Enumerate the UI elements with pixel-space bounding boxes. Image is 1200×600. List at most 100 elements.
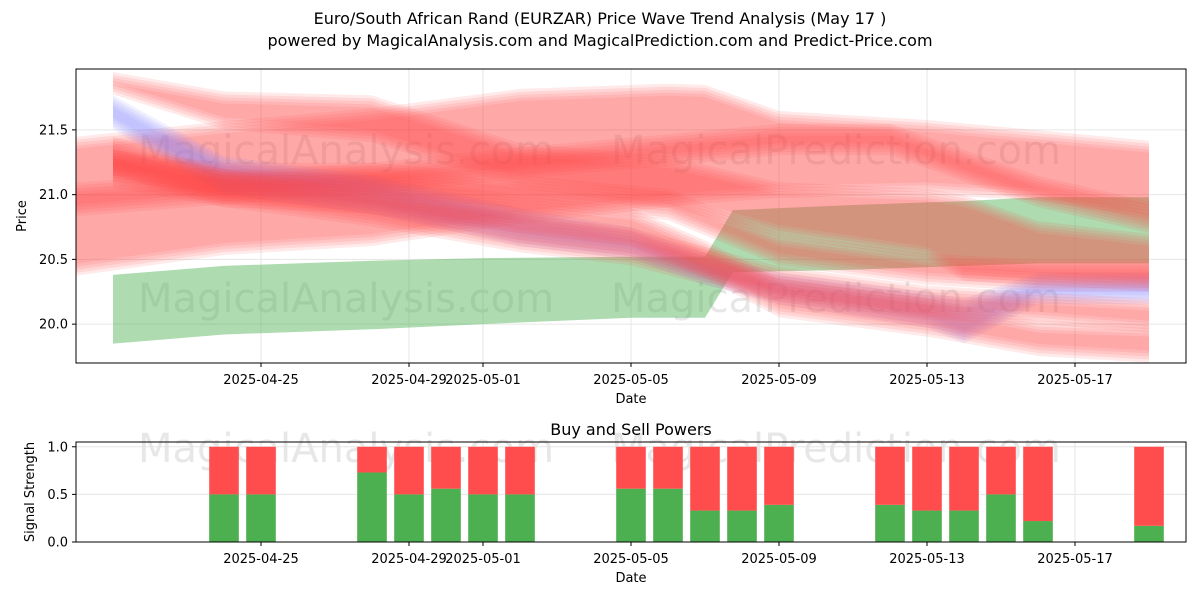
x-tick-label: 2025-04-29 bbox=[371, 373, 447, 388]
sell-bar bbox=[246, 446, 276, 495]
green-wave-band bbox=[113, 197, 1149, 344]
red-wave-band bbox=[113, 145, 1149, 330]
price-x-axis-label: Date bbox=[615, 392, 646, 407]
red-wave-band bbox=[113, 148, 1149, 333]
watermark-text: MagicalAnalysis.com bbox=[138, 276, 554, 322]
y-tick-label: 1.0 bbox=[47, 440, 68, 455]
price-grid bbox=[76, 69, 1186, 363]
red-wave-band bbox=[113, 152, 1149, 283]
x-tick-label: 2025-05-05 bbox=[593, 373, 669, 388]
red-wave-band bbox=[113, 81, 1149, 289]
chart-title: Euro/South African Rand (EURZAR) Price W… bbox=[313, 9, 887, 28]
buy-bar bbox=[875, 504, 905, 542]
red-wave-band bbox=[113, 158, 1149, 360]
watermark-text: MagicalPrediction.com bbox=[611, 128, 1061, 174]
x-tick-label: 2025-05-17 bbox=[1037, 552, 1113, 567]
buy-bar bbox=[653, 488, 683, 542]
watermark-text: MagicalPrediction.com bbox=[611, 276, 1061, 322]
red-wave-band bbox=[113, 72, 1149, 280]
buy-bar bbox=[690, 510, 720, 542]
sell-bar bbox=[1023, 446, 1053, 522]
signal-bars bbox=[209, 446, 1164, 542]
y-tick-label: 0.0 bbox=[47, 536, 68, 551]
sell-bar bbox=[394, 446, 424, 495]
x-tick-label: 2025-05-09 bbox=[741, 373, 817, 388]
red-wave-band bbox=[113, 161, 1149, 363]
buy-bar bbox=[949, 510, 979, 542]
signal-y-axis-label: Signal Strength bbox=[23, 442, 38, 542]
red-wave-band bbox=[76, 95, 1149, 276]
sell-bar bbox=[653, 446, 683, 489]
buy-bar bbox=[431, 488, 461, 542]
buy-bar bbox=[505, 494, 535, 542]
red-wave-band bbox=[113, 75, 1149, 283]
y-tick-label: 20.5 bbox=[39, 253, 68, 268]
x-tick-label: 2025-05-09 bbox=[741, 552, 817, 567]
buy-bar bbox=[616, 488, 646, 542]
buy-bar bbox=[986, 494, 1016, 542]
buy-bar bbox=[246, 494, 276, 542]
red-wave-band bbox=[113, 158, 1149, 289]
buy-bar bbox=[468, 494, 498, 542]
sell-bar bbox=[616, 446, 646, 489]
y-tick-label: 0.5 bbox=[47, 488, 68, 503]
watermark-text: MagicalPrediction.com bbox=[611, 426, 1061, 472]
red-wave-band bbox=[113, 155, 1149, 357]
red-wave-band bbox=[76, 123, 1149, 221]
buy-bar bbox=[764, 504, 794, 542]
buy-bar bbox=[394, 494, 424, 542]
red-wave-band bbox=[113, 136, 1149, 321]
red-wave-band bbox=[113, 139, 1149, 324]
red-wave-band bbox=[76, 92, 1149, 273]
red-wave-band bbox=[76, 89, 1149, 270]
sell-bar bbox=[209, 446, 239, 495]
signal-chart-title: Buy and Sell Powers bbox=[550, 420, 712, 439]
y-tick-label: 20.0 bbox=[39, 318, 68, 333]
red-wave-band bbox=[76, 129, 1149, 227]
red-wave-band bbox=[113, 149, 1149, 280]
x-tick-label: 2025-05-17 bbox=[1037, 373, 1113, 388]
red-wave-band bbox=[76, 83, 1149, 264]
sell-bar bbox=[357, 446, 387, 473]
red-wave-band bbox=[113, 78, 1149, 286]
red-wave-band bbox=[113, 142, 1149, 327]
red-wave-band bbox=[76, 86, 1149, 267]
x-tick-label: 2025-05-05 bbox=[593, 552, 669, 567]
sell-bar bbox=[764, 446, 794, 505]
buy-bar bbox=[727, 510, 757, 542]
buy-bar bbox=[912, 510, 942, 542]
red-wave-band bbox=[76, 132, 1149, 230]
sell-bar bbox=[949, 446, 979, 511]
x-tick-label: 2025-05-01 bbox=[445, 373, 521, 388]
watermark-text: MagicalAnalysis.com bbox=[138, 128, 554, 174]
buy-bar bbox=[1023, 521, 1053, 542]
y-tick-label: 21.5 bbox=[39, 123, 68, 138]
sell-bar bbox=[1134, 446, 1164, 526]
sell-bar bbox=[875, 446, 905, 505]
signal-x-axis-label: Date bbox=[615, 571, 646, 586]
red-wave-band bbox=[113, 84, 1149, 292]
x-tick-label: 2025-04-25 bbox=[223, 373, 299, 388]
sell-bar bbox=[727, 446, 757, 511]
x-tick-label: 2025-04-25 bbox=[223, 552, 299, 567]
price-y-axis-label: Price bbox=[15, 200, 30, 232]
buy-bar bbox=[209, 494, 239, 542]
sell-bar bbox=[690, 446, 720, 511]
x-tick-label: 2025-05-01 bbox=[445, 552, 521, 567]
sell-bar bbox=[912, 446, 942, 511]
red-wave-band bbox=[76, 135, 1149, 233]
watermark-layer: MagicalAnalysis.com MagicalPrediction.com… bbox=[138, 128, 1061, 472]
sell-bar bbox=[505, 446, 535, 495]
price-bands bbox=[76, 72, 1149, 363]
x-tick-label: 2025-04-29 bbox=[371, 552, 447, 567]
buy-bar bbox=[357, 472, 387, 542]
sell-bar bbox=[986, 446, 1016, 495]
sell-bar bbox=[431, 446, 461, 489]
red-wave-band bbox=[113, 149, 1149, 351]
red-wave-band bbox=[113, 152, 1149, 354]
y-tick-label: 21.0 bbox=[39, 188, 68, 203]
red-wave-band bbox=[76, 126, 1149, 224]
